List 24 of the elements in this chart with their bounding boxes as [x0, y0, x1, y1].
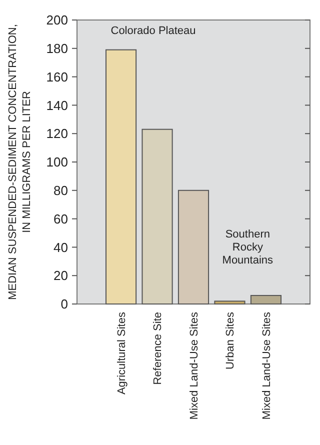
- bar: [142, 128, 173, 304]
- x-tick-label: Mixed Land-Use Sites: [188, 312, 200, 420]
- y-tick-label: 80: [54, 182, 68, 198]
- y-tick-label: 200: [46, 12, 68, 28]
- x-tick-label: Reference Site: [152, 312, 164, 385]
- annotation: Colorado Plateau: [110, 24, 196, 37]
- y-tick-label: 140: [46, 98, 68, 113]
- y-tick-label: 20: [54, 268, 68, 284]
- y-tick-label: 180: [46, 40, 68, 56]
- bar: [250, 294, 282, 304]
- x-tick-label: Urban Sites: [224, 312, 237, 370]
- y-tick-label: 100: [46, 154, 68, 170]
- y-tick-label: 40: [54, 240, 68, 255]
- x-tick-label: Agricultural Sites: [116, 312, 128, 395]
- x-tick-label: Mixed Land-Use Sites: [260, 312, 273, 420]
- y-tick-label: 0: [60, 296, 68, 312]
- y-axis-title: MEDIAN SUSPENDED-SEDIMENT CONCENTRATION, IN MILLIGRAMS PER LITER: [7, 24, 33, 300]
- y-tick-label: 120: [46, 126, 68, 142]
- bar: [105, 49, 137, 304]
- annotation: Southern Rocky Mountains: [222, 228, 274, 266]
- bar: [214, 300, 246, 304]
- bar: [178, 190, 210, 304]
- y-tick-label: 160: [46, 69, 68, 84]
- y-tick-label: 60: [54, 211, 68, 226]
